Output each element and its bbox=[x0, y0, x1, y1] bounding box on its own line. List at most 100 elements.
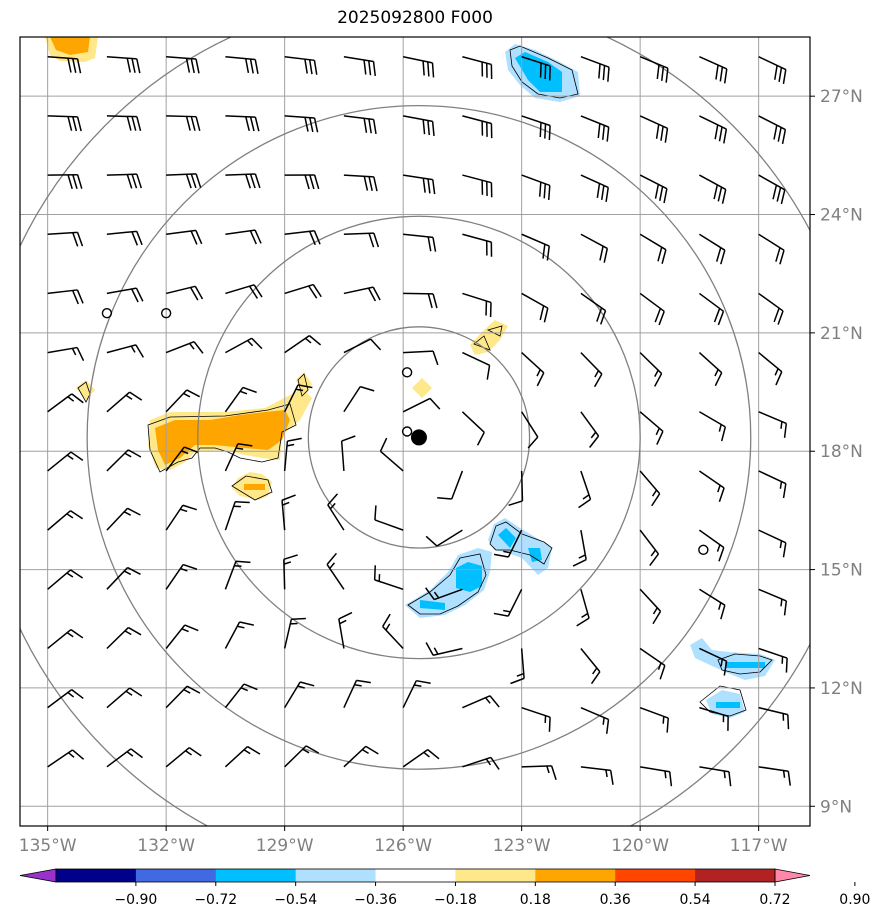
lat-tick-label: 12°N bbox=[820, 679, 863, 699]
wind-barb bbox=[437, 470, 464, 500]
wind-barb bbox=[521, 765, 557, 780]
wind-barb bbox=[580, 706, 610, 734]
wind-barb bbox=[639, 56, 669, 83]
colorbar-segment bbox=[695, 869, 776, 882]
wind-barb bbox=[225, 55, 259, 74]
wind-barb bbox=[225, 284, 263, 299]
wind-barb bbox=[373, 565, 404, 591]
wind-barb bbox=[425, 587, 463, 601]
wind-barb bbox=[521, 233, 550, 261]
wind-barb bbox=[283, 437, 302, 472]
wind-barb bbox=[758, 233, 785, 265]
positive-anomaly bbox=[412, 378, 432, 398]
wind-barb bbox=[580, 411, 600, 448]
wind-barb bbox=[284, 230, 321, 246]
range-ring bbox=[86, 104, 752, 770]
wind-barb bbox=[639, 174, 668, 204]
wind-barb bbox=[166, 173, 202, 189]
wind-barb bbox=[47, 174, 83, 190]
wind-barb bbox=[639, 470, 661, 507]
wind-barb bbox=[403, 292, 438, 309]
range-ring bbox=[197, 215, 641, 660]
wind-barb bbox=[403, 115, 435, 136]
wind-barb bbox=[403, 233, 437, 252]
wind-barb bbox=[165, 285, 204, 301]
wind-barb bbox=[165, 563, 198, 590]
wind-barb bbox=[166, 115, 201, 131]
wind-barb bbox=[284, 681, 315, 709]
wind-barb bbox=[758, 766, 791, 786]
wind-barb bbox=[106, 687, 143, 709]
wind-barb bbox=[106, 566, 141, 590]
wind-barb bbox=[106, 748, 143, 768]
negative-anomaly bbox=[420, 600, 445, 610]
calm-marker bbox=[401, 367, 413, 378]
wind-barb bbox=[462, 174, 493, 198]
wind-barb bbox=[326, 552, 345, 590]
colorbar-frame bbox=[55, 868, 776, 883]
wind-barb bbox=[402, 679, 431, 708]
wind-barb bbox=[580, 233, 609, 263]
wind-barb bbox=[698, 292, 725, 326]
wind-barb bbox=[284, 55, 318, 75]
wind-barb bbox=[343, 232, 380, 248]
wind-barb bbox=[47, 115, 82, 132]
wind-barb bbox=[758, 292, 784, 325]
wind-barb bbox=[462, 292, 492, 318]
wind-barb bbox=[580, 115, 610, 142]
wind-barb bbox=[699, 588, 726, 620]
wind-barb bbox=[338, 611, 353, 649]
contour-line bbox=[147, 403, 297, 473]
wind-barb bbox=[283, 384, 313, 413]
wind-barb bbox=[510, 648, 525, 685]
wind-barb bbox=[165, 446, 199, 472]
wind-barb bbox=[106, 230, 143, 246]
wind-barb bbox=[699, 706, 729, 731]
wind-barb bbox=[106, 55, 141, 74]
colorbar-tick-label: 0.18 bbox=[520, 892, 551, 908]
wind-barb bbox=[224, 386, 257, 413]
wind-barb bbox=[281, 494, 296, 531]
range-ring bbox=[307, 326, 531, 549]
wind-barb bbox=[224, 560, 251, 590]
wind-barb bbox=[47, 510, 84, 531]
wind-barb bbox=[572, 529, 587, 567]
wind-barb bbox=[462, 115, 493, 139]
wind-barb bbox=[758, 174, 786, 205]
wind-barb bbox=[165, 389, 201, 413]
calm-marker bbox=[698, 544, 709, 556]
lat-tick-label: 27°N bbox=[820, 87, 863, 107]
wind-barb bbox=[521, 292, 549, 323]
wind-barb bbox=[461, 411, 485, 446]
wind-barb bbox=[462, 351, 491, 380]
wind-barbs bbox=[47, 55, 791, 787]
wind-barb bbox=[165, 685, 201, 709]
wind-barb bbox=[639, 292, 665, 326]
negative-anomaly bbox=[716, 702, 740, 708]
lon-tick-label: 126°W bbox=[374, 836, 432, 856]
wind-barb bbox=[224, 501, 250, 531]
negative-anomaly bbox=[456, 562, 482, 592]
wind-barb bbox=[403, 174, 436, 195]
colorbar-tick-label: 0.36 bbox=[600, 892, 631, 908]
colorbar-tick-label: 0.54 bbox=[680, 892, 711, 908]
wind-barb bbox=[343, 115, 377, 134]
wind-barb bbox=[462, 756, 500, 770]
longitude-axis: 135°W 132°W 129°W 126°W 123°W 120°W 117°W bbox=[19, 826, 788, 856]
wind-barb bbox=[639, 529, 660, 567]
colorbar-tick-label: −0.72 bbox=[194, 892, 237, 908]
wind-barb bbox=[340, 435, 356, 472]
wind-barb bbox=[699, 56, 728, 84]
wind-barb bbox=[699, 115, 728, 144]
wind-barb bbox=[165, 747, 202, 768]
wind-barb bbox=[225, 173, 261, 189]
colorbar-segment bbox=[375, 869, 456, 882]
wind-barb bbox=[580, 56, 610, 82]
wind-barb bbox=[698, 529, 725, 562]
range-rings bbox=[20, 37, 810, 826]
positive-anomaly bbox=[155, 410, 290, 465]
wind-barb bbox=[343, 55, 377, 77]
lon-tick-label: 135°W bbox=[19, 836, 77, 856]
wind-barb bbox=[758, 115, 787, 144]
lon-tick-label: 123°W bbox=[493, 836, 551, 856]
